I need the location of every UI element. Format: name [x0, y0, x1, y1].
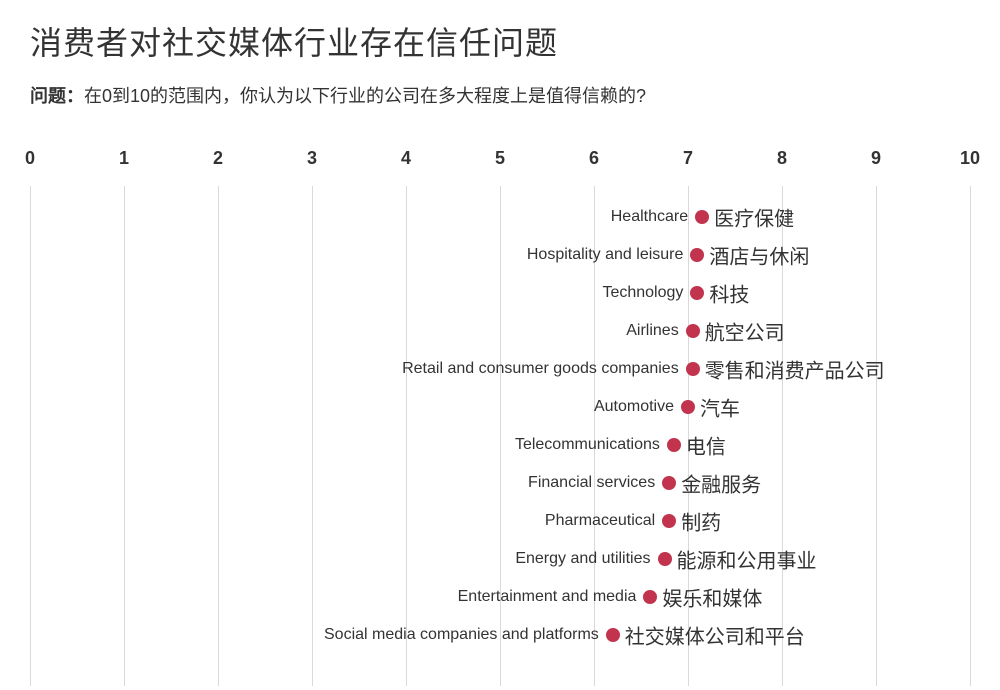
row-label-en: Hospitality and leisure	[527, 246, 684, 264]
data-dot	[643, 590, 657, 604]
gridline	[970, 186, 971, 686]
row-label-zh: 医疗保健	[714, 203, 794, 232]
row-label-en: Healthcare	[611, 208, 688, 226]
x-tick-label: 3	[307, 148, 317, 169]
data-row: Automotive 汽车	[30, 388, 970, 426]
data-dot	[662, 476, 676, 490]
row-label-en: Financial services	[528, 474, 655, 492]
data-dot	[690, 286, 704, 300]
data-row: Pharmaceutical 制药	[30, 502, 970, 540]
row-label-en: Airlines	[626, 322, 678, 340]
x-tick-label: 8	[777, 148, 787, 169]
row-label-zh: 制药	[681, 507, 721, 536]
x-tick-label: 9	[871, 148, 881, 169]
question-text: 在0到10的范围内，你认为以下行业的公司在多大程度上是值得信赖的?	[84, 86, 646, 106]
row-label-en: Entertainment and media	[458, 588, 637, 606]
data-row: Financial services 金融服务	[30, 464, 970, 502]
x-tick-label: 1	[119, 148, 129, 169]
data-row: Healthcare 医疗保健	[30, 198, 970, 236]
row-label-en: Technology	[602, 284, 683, 302]
row-label-zh: 社交媒体公司和平台	[625, 621, 805, 650]
row-label-en: Retail and consumer goods companies	[402, 360, 679, 378]
question-line: 问题：在0到10的范围内，你认为以下行业的公司在多大程度上是值得信赖的?	[30, 82, 970, 108]
x-tick-label: 6	[589, 148, 599, 169]
row-label-zh: 电信	[686, 431, 726, 460]
row-label-zh: 酒店与休闲	[709, 241, 809, 270]
data-dot	[686, 324, 700, 338]
data-dot	[690, 248, 704, 262]
data-dot	[606, 628, 620, 642]
data-row: Hospitality and leisure 酒店与休闲	[30, 236, 970, 274]
data-row: Retail and consumer goods companies 零售和消费…	[30, 350, 970, 388]
row-label-en: Energy and utilities	[515, 550, 650, 568]
row-label-en: Telecommunications	[515, 436, 660, 454]
data-dot	[695, 210, 709, 224]
question-label: 问题：	[30, 86, 84, 106]
data-row: Energy and utilities 能源和公用事业	[30, 540, 970, 578]
x-tick-label: 5	[495, 148, 505, 169]
x-axis: 012345678910	[30, 148, 970, 178]
row-label-zh: 娱乐和媒体	[662, 583, 762, 612]
chart: 012345678910 Healthcare医疗保健Hospitality a…	[30, 148, 970, 688]
chart-title: 消费者对社交媒体行业存在信任问题	[30, 18, 970, 64]
row-label-zh: 汽车	[700, 393, 740, 422]
data-row: Social media companies and platforms 社交媒体…	[30, 616, 970, 654]
row-label-zh: 金融服务	[681, 469, 761, 498]
row-label-en: Social media companies and platforms	[324, 626, 599, 644]
x-tick-label: 2	[213, 148, 223, 169]
row-label-en: Automotive	[594, 398, 674, 416]
data-dot	[667, 438, 681, 452]
row-label-en: Pharmaceutical	[545, 512, 655, 530]
data-dot	[662, 514, 676, 528]
data-dot	[681, 400, 695, 414]
row-label-zh: 科技	[709, 279, 749, 308]
plot-area: Healthcare 医疗保健 Hospitality and leisure 酒店与…	[30, 186, 970, 686]
data-dot	[658, 552, 672, 566]
row-label-zh: 能源和公用事业	[677, 545, 817, 574]
row-label-zh: 航空公司	[705, 317, 785, 346]
x-tick-label: 10	[960, 148, 980, 169]
row-label-zh: 零售和消费产品公司	[705, 355, 885, 384]
data-dot	[686, 362, 700, 376]
x-tick-label: 7	[683, 148, 693, 169]
data-row: Entertainment and media 娱乐和媒体	[30, 578, 970, 616]
x-tick-label: 0	[25, 148, 35, 169]
x-tick-label: 4	[401, 148, 411, 169]
data-row: Technology 科技	[30, 274, 970, 312]
data-row: Airlines 航空公司	[30, 312, 970, 350]
data-row: Telecommunications 电信	[30, 426, 970, 464]
